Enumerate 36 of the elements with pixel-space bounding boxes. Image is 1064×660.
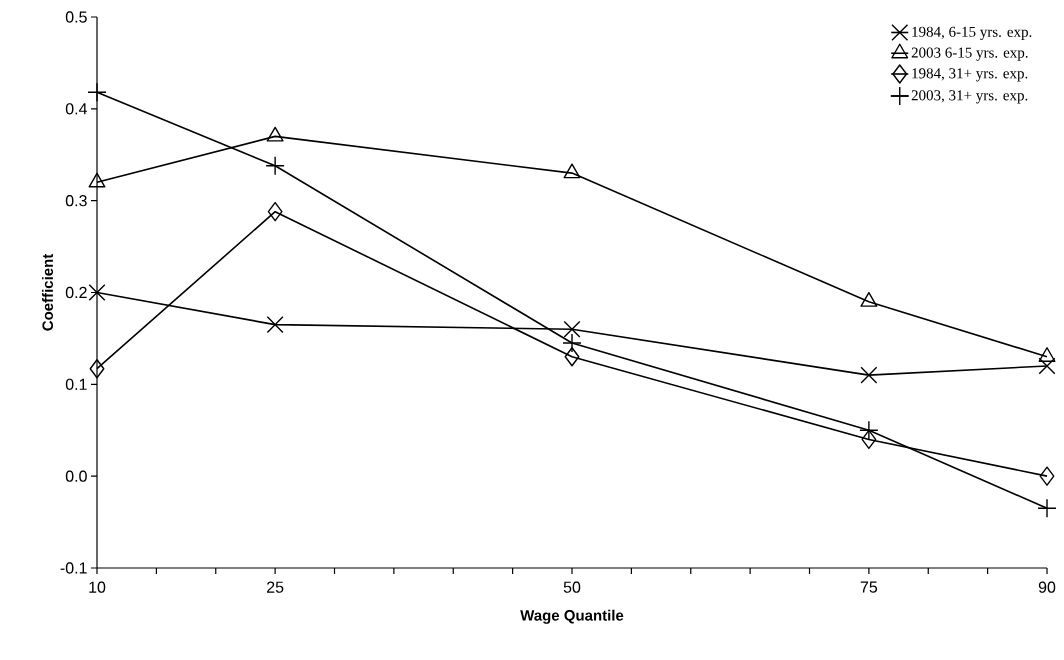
legend-label: 2003 6-15 yrs. exp.: [911, 47, 1028, 61]
y-axis-title: Coefficient: [42, 253, 54, 331]
x-axis-title: Wage Quantile: [520, 609, 624, 624]
point: [859, 421, 878, 440]
point: [266, 126, 284, 142]
point: [88, 284, 106, 301]
point: [563, 334, 582, 352]
y-tick-label: 0.1: [65, 378, 87, 390]
x-tick-label: 25: [267, 581, 284, 593]
y-tick-label: -0.1: [60, 562, 87, 574]
point: [1039, 466, 1055, 486]
point: [563, 320, 581, 338]
point: [266, 316, 284, 334]
legend-label: 1984, 31+ yrs. exp.: [912, 68, 1028, 82]
y-tick-label: 0.5: [65, 11, 87, 23]
y-tick-label: 0.0: [65, 470, 87, 482]
point: [88, 172, 106, 188]
x-tick-label: 10: [89, 581, 106, 593]
point: [267, 201, 283, 222]
point: [1038, 499, 1057, 518]
point: [564, 347, 580, 367]
x-tick-label: 50: [563, 581, 581, 593]
y-tick-label: 0.2: [65, 286, 87, 299]
legend-label: 2003, 31+ yrs. exp.: [911, 90, 1028, 104]
point: [861, 429, 877, 450]
point: [89, 359, 105, 379]
legend-label: 1984, 6-15 yrs. exp.: [912, 26, 1032, 40]
y-tick-label: 0.4: [65, 103, 87, 115]
x-tick-label: 75: [860, 581, 878, 593]
point: [860, 366, 878, 384]
point: [563, 163, 581, 179]
y-tick-label: 0.3: [65, 195, 87, 207]
x-tick-label: 90: [1038, 581, 1056, 593]
point: [88, 83, 107, 102]
point: [1038, 357, 1056, 375]
point: [266, 156, 285, 175]
